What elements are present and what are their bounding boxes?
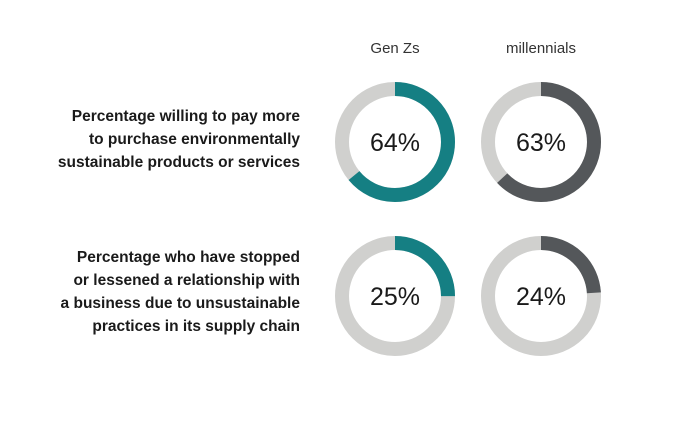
row-label-line: or lessened a relationship with [73, 272, 300, 289]
donut-value-label: 63% [516, 129, 566, 157]
row-label-pay-more: Percentage willing to pay more to purcha… [0, 105, 300, 174]
row-label-line: a business due to unsustainable [60, 295, 300, 312]
row-label-line: practices in its supply chain [92, 318, 300, 335]
row-label-line: to purchase environmentally [88, 131, 300, 148]
donut-value-label: 24% [516, 283, 566, 311]
donut-value-label: 25% [370, 283, 420, 311]
donut-arc-millennials [481, 236, 601, 356]
row-label-line: Percentage willing to pay more [71, 108, 300, 125]
donut-arc-millennials [481, 82, 601, 202]
donut-arc-gen-z [335, 82, 455, 202]
row-label-line: sustainable products or services [57, 154, 300, 171]
row-label-line: Percentage who have stopped [76, 249, 300, 266]
row-label-stopped-relationship: Percentage who have stopped or lessened … [0, 246, 300, 338]
donut-value-label: 64% [370, 129, 420, 157]
donut-arc-gen-z [335, 236, 455, 356]
column-header-gen-z: Gen Zs [370, 40, 420, 57]
column-header-millennials: millennials [505, 40, 577, 57]
